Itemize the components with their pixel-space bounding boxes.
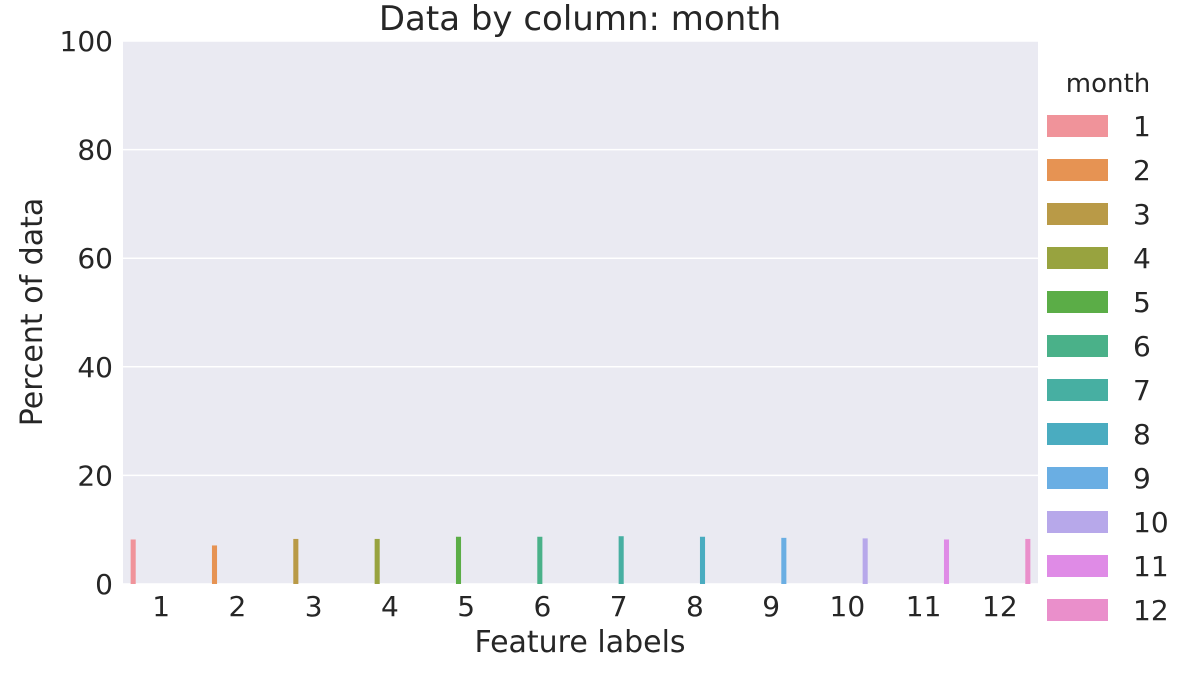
x-tick-label: 6 [533, 590, 551, 623]
legend-label-9: 9 [1133, 462, 1151, 495]
grid-lines [123, 40, 1038, 585]
legend-title: month [1066, 69, 1150, 99]
legend-label-2: 2 [1133, 154, 1151, 187]
bar-month-4 [374, 538, 380, 584]
legend-swatch-8 [1047, 423, 1108, 445]
legend-label-5: 5 [1133, 286, 1151, 319]
bar-month-2 [211, 545, 218, 584]
legend-swatch-9 [1047, 467, 1108, 489]
y-tick-label: 40 [77, 351, 113, 384]
legend-swatch-5 [1047, 291, 1108, 313]
x-tick-label: 12 [982, 590, 1018, 623]
legend-label-4: 4 [1133, 242, 1151, 275]
x-tick-label: 9 [762, 590, 780, 623]
x-tick-label: 10 [830, 590, 866, 623]
bars [130, 536, 1031, 584]
x-tick-label: 1 [152, 590, 170, 623]
legend-swatch-12 [1047, 599, 1108, 621]
y-tick-label: 100 [60, 25, 113, 58]
bar-month-1 [130, 539, 136, 584]
x-tick-label: 11 [906, 590, 942, 623]
legend-label-1: 1 [1133, 110, 1151, 143]
x-tick-label: 8 [686, 590, 704, 623]
bar-month-6 [537, 536, 543, 584]
x-tick-label: 7 [610, 590, 628, 623]
x-tick-label: 4 [381, 590, 399, 623]
bar-month-11 [943, 539, 950, 584]
x-axis: 1 2 3 4 5 6 7 8 9 10 11 12 [152, 590, 1017, 623]
y-tick-label: 20 [77, 459, 113, 492]
legend-swatch-1 [1047, 115, 1108, 137]
legend-label-6: 6 [1133, 330, 1151, 363]
legend-label-10: 10 [1133, 506, 1169, 539]
legend-swatch-4 [1047, 247, 1108, 269]
y-tick-label: 80 [77, 134, 113, 167]
legend-label-3: 3 [1133, 198, 1151, 231]
chart-title: Data by column: month [379, 0, 781, 39]
bar-month-5 [455, 536, 462, 584]
bar-month-7 [618, 536, 624, 584]
legend-label-12: 12 [1133, 594, 1169, 627]
x-axis-label: Feature labels [474, 625, 685, 660]
y-tick-label: 0 [95, 568, 113, 601]
legend-swatch-10 [1047, 511, 1108, 533]
legend-label-7: 7 [1133, 374, 1151, 407]
y-axis: 0 20 40 60 80 100 [60, 25, 113, 601]
bar-month-12 [1025, 538, 1031, 584]
bar-month-9 [781, 537, 787, 584]
x-tick-label: 5 [457, 590, 475, 623]
y-axis-label: Percent of data [15, 198, 50, 426]
bar-month-10 [862, 538, 868, 584]
legend-swatch-7 [1047, 379, 1108, 401]
plot-area [123, 41, 1038, 584]
x-tick-label: 3 [305, 590, 323, 623]
legend-swatch-11 [1047, 555, 1108, 577]
x-tick-label: 2 [228, 590, 246, 623]
legend-label-8: 8 [1133, 418, 1151, 451]
legend-swatch-6 [1047, 335, 1108, 357]
y-tick-label: 60 [77, 242, 113, 275]
legend-swatch-3 [1047, 203, 1108, 225]
legend-label-11: 11 [1133, 550, 1169, 583]
bar-month-3 [293, 538, 299, 584]
bar-month-8 [699, 536, 706, 584]
legend-swatch-2 [1047, 159, 1108, 181]
